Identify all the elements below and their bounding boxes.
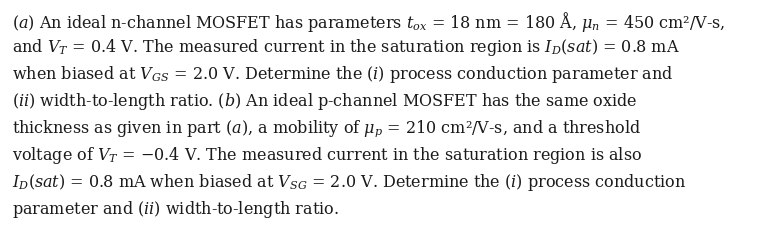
Text: voltage of $V_T$ = $-$0.4 V. The measured current in the saturation region is al: voltage of $V_T$ = $-$0.4 V. The measure… [12, 145, 642, 166]
Text: when biased at $V_{GS}$ = 2.0 V. Determine the ($i$) process conduction paramete: when biased at $V_{GS}$ = 2.0 V. Determi… [12, 64, 674, 85]
Text: ($ii$) width-to-length ratio. ($b$) An ideal p-channel MOSFET has the same oxide: ($ii$) width-to-length ratio. ($b$) An i… [12, 91, 638, 112]
Text: parameter and ($ii$) width-to-length ratio.: parameter and ($ii$) width-to-length rat… [12, 199, 339, 220]
Text: ($a$) An ideal n-channel MOSFET has parameters $t_{ox}$ = 18 nm = 180 Å, $\mu_n$: ($a$) An ideal n-channel MOSFET has para… [12, 10, 725, 34]
Text: $I_D$($sat$) = 0.8 mA when biased at $V_{SG}$ = 2.0 V. Determine the ($i$) proce: $I_D$($sat$) = 0.8 mA when biased at $V_… [12, 172, 686, 193]
Text: thickness as given in part ($a$), a mobility of $\mu_p$ = 210 cm²/V-s, and a thr: thickness as given in part ($a$), a mobi… [12, 118, 641, 139]
Text: and $V_T$ = 0.4 V. The measured current in the saturation region is $I_D$($sat$): and $V_T$ = 0.4 V. The measured current … [12, 37, 680, 58]
